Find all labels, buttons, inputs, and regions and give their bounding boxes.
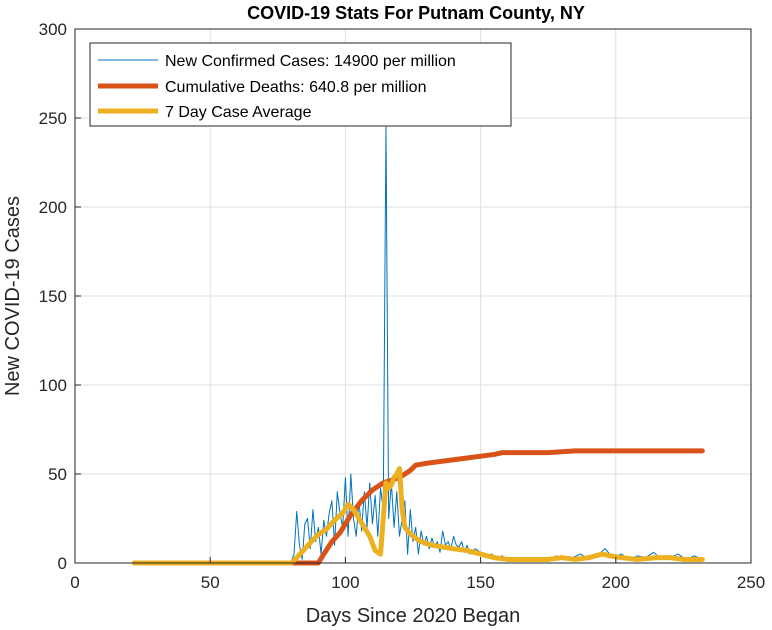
- x-tick-label: 50: [201, 573, 220, 592]
- x-tick-label: 100: [331, 573, 359, 592]
- ticks: 0 50 100 150 200 250 0 50 100 150 200 250 300: [39, 20, 766, 592]
- legend-entry-new-cases: New Confirmed Cases: 14900 per million: [165, 53, 456, 70]
- chart-title: COVID-19 Stats For Putnam County, NY: [247, 3, 585, 23]
- y-tick-label: 300: [39, 20, 67, 39]
- x-axis-label: Days Since 2020 Began: [306, 605, 521, 627]
- y-tick-label: 50: [48, 465, 67, 484]
- legend: New Confirmed Cases: 14900 per million C…: [89, 42, 512, 127]
- y-tick-label: 150: [39, 287, 67, 306]
- x-tick-label: 150: [466, 573, 494, 592]
- x-tick-label: 0: [70, 573, 79, 592]
- legend-entry-cumulative-deaths: Cumulative Deaths: 640.8 per million: [165, 79, 426, 96]
- series-7-day-case-average: [131, 466, 705, 566]
- y-tick-label: 100: [39, 376, 67, 395]
- x-tick-label: 250: [737, 573, 765, 592]
- series-layer: [131, 126, 705, 566]
- y-axis-label: New COVID-19 Cases: [2, 196, 24, 396]
- x-tick-label: 200: [602, 573, 630, 592]
- y-tick-label: 0: [58, 554, 67, 573]
- legend-entry-7-day-average: 7 Day Case Average: [165, 104, 312, 121]
- y-tick-label: 250: [39, 109, 67, 128]
- legend-box: [89, 42, 512, 127]
- y-tick-label: 200: [39, 198, 67, 217]
